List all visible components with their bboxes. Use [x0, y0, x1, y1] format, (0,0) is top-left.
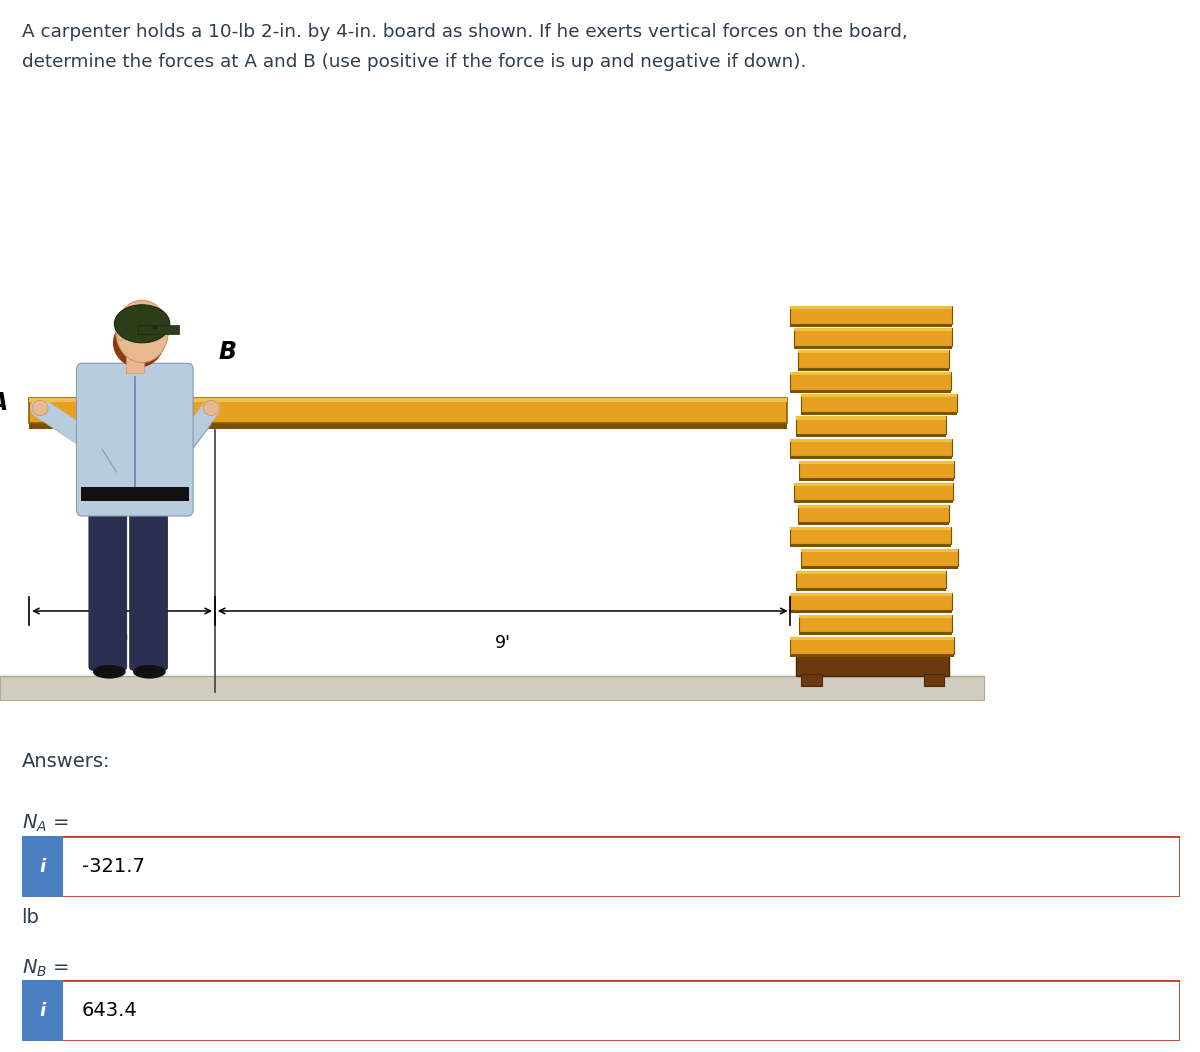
Bar — [799, 631, 953, 635]
Bar — [802, 411, 958, 414]
Bar — [791, 636, 954, 640]
Bar — [791, 323, 953, 327]
Bar — [791, 439, 953, 442]
Bar — [802, 394, 958, 412]
Text: Answers:: Answers: — [22, 752, 110, 771]
Bar — [791, 439, 953, 456]
FancyBboxPatch shape — [22, 836, 64, 897]
Bar — [791, 456, 953, 459]
Text: A carpenter holds a 10-lb 2-in. by 4-in. board as shown. If he exerts vertical f: A carpenter holds a 10-lb 2-in. by 4-in.… — [22, 23, 907, 41]
Bar — [799, 478, 954, 481]
Bar — [791, 653, 954, 658]
FancyBboxPatch shape — [89, 502, 127, 670]
Bar — [798, 505, 949, 522]
Bar — [797, 587, 946, 591]
Bar — [797, 433, 947, 437]
Bar — [798, 350, 949, 368]
Bar — [791, 306, 953, 324]
Text: B: B — [218, 340, 236, 364]
Bar — [799, 614, 953, 632]
Text: i: i — [40, 857, 46, 876]
Ellipse shape — [203, 401, 220, 416]
Ellipse shape — [116, 330, 124, 341]
Text: determine the forces at A and B (use positive if the force is up and negative if: determine the forces at A and B (use pos… — [22, 53, 806, 70]
Bar — [794, 483, 953, 500]
Bar — [29, 399, 787, 402]
Bar — [798, 350, 949, 353]
Bar — [794, 500, 953, 503]
Bar — [802, 394, 958, 398]
Bar — [791, 636, 954, 654]
Text: $N_A$ =: $N_A$ = — [22, 813, 68, 834]
Bar — [29, 399, 787, 423]
Bar — [797, 417, 947, 433]
Bar — [791, 527, 950, 530]
Bar — [799, 461, 954, 478]
Bar — [802, 549, 958, 566]
Text: $N_B$ =: $N_B$ = — [22, 957, 68, 978]
Text: -321.7: -321.7 — [82, 857, 145, 876]
Bar — [794, 483, 953, 486]
FancyBboxPatch shape — [77, 363, 193, 515]
Bar — [802, 674, 822, 686]
Bar — [791, 527, 950, 544]
Bar — [797, 417, 947, 420]
FancyBboxPatch shape — [22, 980, 1180, 1041]
Ellipse shape — [113, 318, 164, 367]
Bar — [0, 675, 984, 700]
Bar — [791, 592, 953, 610]
Bar — [798, 522, 949, 525]
Bar — [924, 674, 944, 686]
Bar — [794, 328, 952, 346]
Bar — [791, 306, 953, 309]
Bar — [797, 570, 946, 573]
Bar — [799, 461, 954, 464]
Bar — [791, 372, 950, 376]
Text: i: i — [40, 1002, 46, 1020]
Bar — [791, 609, 953, 613]
FancyBboxPatch shape — [22, 836, 1180, 897]
Bar — [126, 344, 144, 373]
Ellipse shape — [114, 305, 169, 343]
FancyArrow shape — [138, 325, 179, 335]
Bar — [798, 367, 949, 371]
Ellipse shape — [116, 301, 168, 362]
Bar — [802, 565, 958, 569]
Text: 3': 3' — [114, 633, 130, 652]
Bar — [794, 328, 952, 331]
Bar — [802, 549, 958, 551]
Bar — [80, 487, 188, 501]
Bar — [799, 614, 953, 618]
Bar — [797, 654, 948, 675]
Bar — [791, 389, 950, 392]
Text: 643.4: 643.4 — [82, 1002, 138, 1020]
Text: lb: lb — [22, 908, 40, 927]
Ellipse shape — [152, 326, 157, 329]
Ellipse shape — [133, 665, 166, 679]
Ellipse shape — [92, 665, 126, 679]
Bar — [794, 345, 952, 349]
Text: 9': 9' — [494, 633, 511, 652]
Text: A: A — [0, 390, 7, 414]
Bar — [797, 570, 946, 588]
Bar — [29, 421, 787, 428]
Bar — [798, 505, 949, 508]
FancyBboxPatch shape — [22, 980, 64, 1041]
Ellipse shape — [116, 300, 168, 363]
Bar — [791, 543, 950, 547]
Ellipse shape — [32, 401, 48, 416]
FancyBboxPatch shape — [130, 502, 168, 670]
Bar — [791, 372, 950, 390]
Bar — [791, 592, 953, 595]
